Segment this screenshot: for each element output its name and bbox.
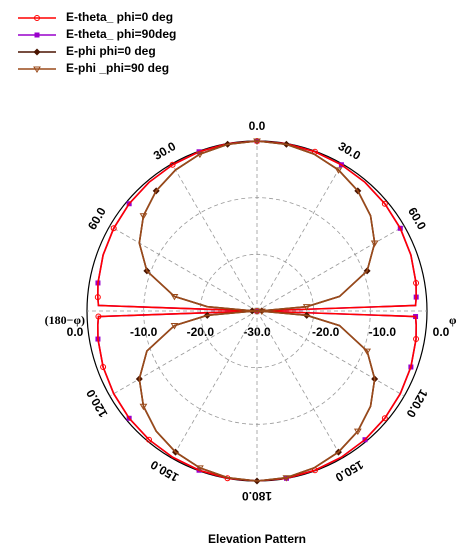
marker (370, 240, 379, 248)
marker (100, 364, 107, 371)
marker (139, 213, 148, 220)
grid-spoke (256, 163, 343, 312)
r-tick-label: -20.0 (312, 325, 340, 339)
marker (33, 66, 41, 73)
marker (170, 323, 179, 330)
marker (94, 294, 101, 301)
grid-spoke (109, 225, 258, 312)
angle-tick-label: 30.0 (336, 139, 364, 163)
chart-title: Elevation Pattern (208, 532, 306, 546)
grid-spoke (256, 310, 343, 459)
angle-tick-label: 150.0 (333, 457, 366, 484)
marker (253, 138, 261, 145)
marker (34, 15, 40, 21)
marker (34, 32, 40, 38)
grid-spoke (256, 225, 405, 312)
angle-tick-label: 0.0 (249, 119, 266, 133)
marker (146, 436, 153, 443)
r-tick-label: -10.0 (130, 325, 158, 339)
marker (33, 48, 41, 56)
marker (302, 304, 311, 311)
legend-label: E-phi phi=0 deg (66, 44, 156, 58)
marker (170, 293, 179, 301)
marker (139, 403, 148, 411)
marker (334, 167, 343, 174)
marker (381, 200, 388, 207)
angle-tick-label: 30.0 (151, 139, 179, 163)
legend-label: E-theta_ phi=0 deg (66, 10, 173, 24)
marker (95, 313, 102, 320)
r-tick-label: -10.0 (369, 325, 397, 339)
marker (282, 475, 291, 482)
marker (110, 225, 117, 232)
legend: E-theta_ phi=0 deg E-theta_ phi=90deg E-ph… (18, 10, 176, 75)
marker (363, 348, 372, 356)
marker (169, 161, 176, 168)
marker (413, 279, 420, 286)
r-tick-label: 0.0 (67, 325, 84, 339)
angle-tick-label: 120.0 (403, 387, 430, 420)
grid-spoke (109, 310, 258, 397)
marker (257, 308, 266, 316)
marker (196, 465, 204, 472)
angle-tick-label: φ (449, 313, 457, 327)
angle-tick-label: 180.0 (242, 489, 272, 503)
angle-tick-label: 60.0 (85, 205, 109, 233)
legend-label: E-phi _phi=90 deg (66, 61, 169, 75)
angle-tick-label: 60.0 (405, 205, 429, 233)
marker (413, 336, 420, 343)
grid-spoke (256, 310, 405, 397)
angle-tick-label: 120.0 (83, 387, 110, 420)
marker (253, 308, 261, 315)
marker (353, 428, 362, 436)
legend-label: E-theta_ phi=90deg (66, 27, 176, 41)
angle-tick-label: (180−φ) (45, 313, 85, 327)
marker (381, 415, 388, 422)
r-tick-label: 0.0 (433, 325, 450, 339)
grid-spoke (171, 310, 258, 459)
angle-tick-label: 150.0 (148, 457, 181, 484)
r-tick-label: -20.0 (187, 325, 215, 339)
plot-area (94, 138, 420, 485)
series-line (138, 140, 376, 482)
marker (196, 151, 204, 159)
grid-spoke (171, 163, 258, 312)
